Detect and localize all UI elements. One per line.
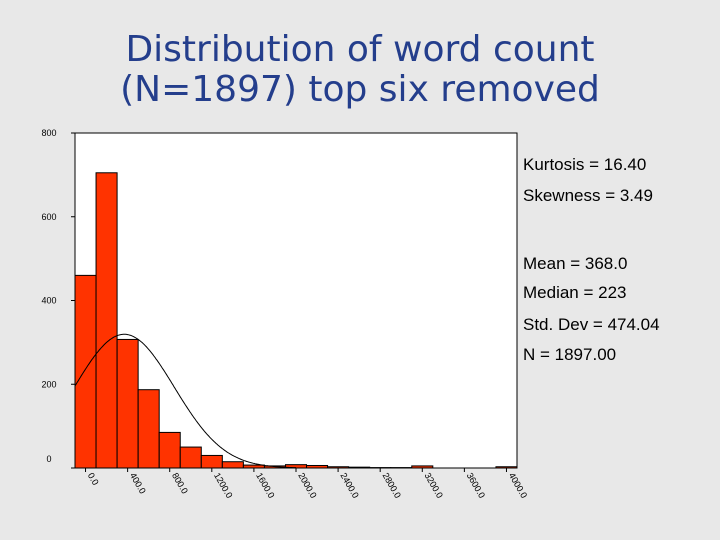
y-tick-label-0: 0 (46, 454, 51, 464)
x-tick-label-2: 800.0 (170, 471, 190, 496)
histogram-bar-3 (137, 389, 160, 469)
x-tick-label-5: 2000.0 (296, 471, 318, 500)
histogram-bar-20 (495, 466, 518, 469)
x-tick-label-10: 4000.0 (507, 471, 529, 500)
std-dev-text: Std. Dev = 474.04 (523, 315, 660, 334)
chart-title-line-1: Distribution of word count (125, 30, 595, 70)
y-tick-label-1: 200 (41, 379, 56, 389)
x-tick-label-7: 2800.0 (380, 471, 402, 500)
histogram-bar-5 (179, 446, 202, 469)
histogram-bar-11 (306, 464, 329, 469)
n-text: N = 1897.00 (523, 345, 617, 364)
normal-curve (74, 333, 296, 469)
x-tick-label-8: 3200.0 (423, 471, 445, 500)
y-axis: 0 200 400 600 800 (41, 128, 75, 469)
histogram-bar-12 (327, 466, 350, 469)
chart-title-line-2: (N=1897) top six removed (120, 69, 600, 110)
histogram-bar-16 (411, 465, 434, 469)
histogram-bar-7 (221, 461, 244, 469)
skewness-text: Skewness = 3.49 (523, 186, 653, 205)
histogram-bar-8 (242, 464, 265, 469)
x-tick-label-0: 0.0 (86, 471, 101, 487)
x-axis: 0.0 400.0 800.0 1200.0 1600.0 2000.0 2400.0 280… (85, 468, 529, 500)
kurtosis-text: Kurtosis = 16.40 (523, 155, 647, 174)
median-text: Median = 223 (523, 283, 627, 302)
x-tick-label-4: 1600.0 (254, 471, 276, 500)
histogram-bar-6 (200, 454, 223, 469)
x-tick-label-6: 2400.0 (338, 471, 360, 500)
chart-title: Distribution of word count (N=1897) top … (0, 30, 720, 114)
y-tick-label-4: 800 (41, 128, 56, 138)
histogram-bar-4 (158, 431, 181, 469)
histogram-bar-1 (95, 172, 118, 469)
x-tick-label-3: 1200.0 (212, 471, 234, 500)
histogram-bar-0 (74, 274, 97, 469)
bars-group (74, 172, 518, 469)
x-tick-label-9: 3600.0 (465, 471, 487, 500)
y-tick-label-3: 600 (41, 212, 56, 222)
mean-text: Mean = 368.0 (523, 254, 628, 273)
x-tick-label-1: 400.0 (128, 471, 148, 496)
histogram-bar-2 (116, 338, 139, 469)
histogram-bar-13 (348, 466, 371, 469)
normal-curve-group (74, 333, 296, 469)
y-tick-label-2: 400 (41, 296, 56, 306)
